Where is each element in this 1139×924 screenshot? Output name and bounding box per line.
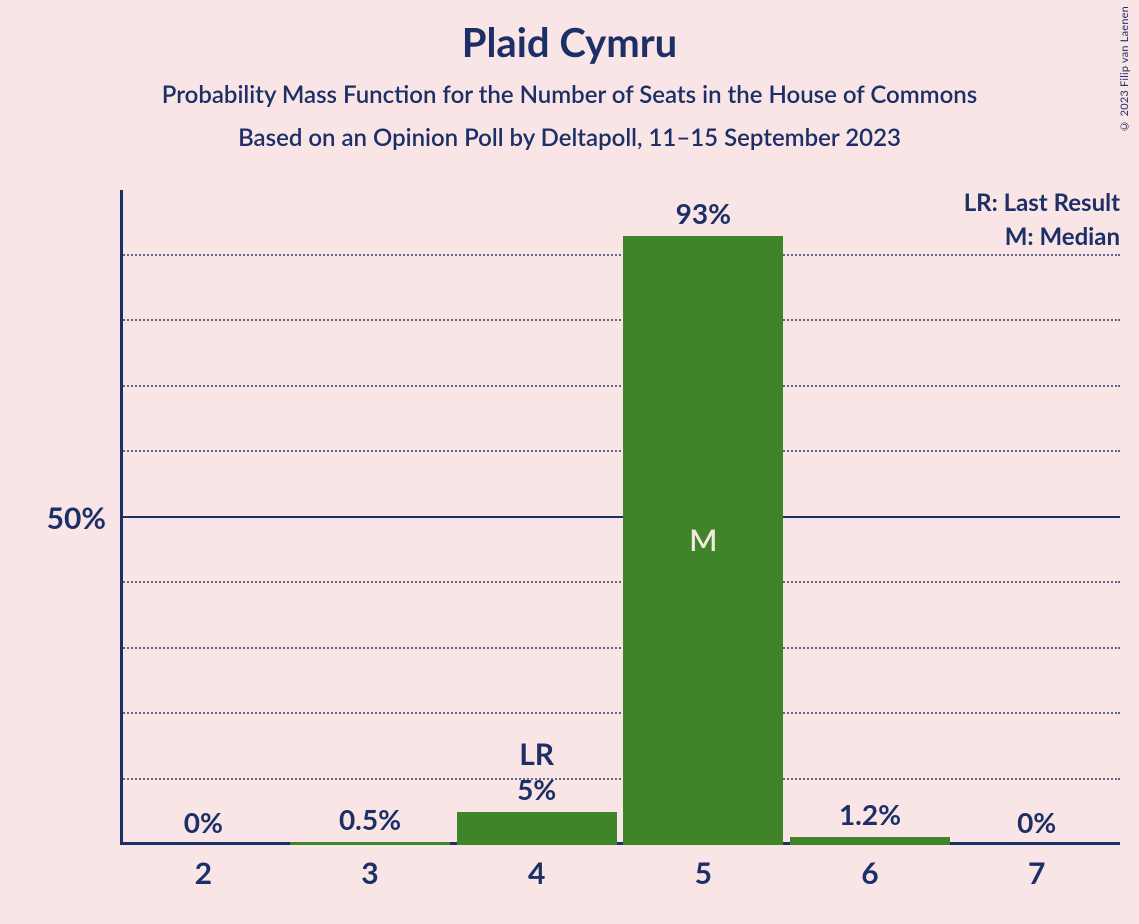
x-tick-label: 6	[787, 845, 954, 891]
gridline	[120, 581, 1120, 583]
chart-subtitle-1: Probability Mass Function for the Number…	[0, 80, 1139, 109]
legend-last-result: LR: Last Result	[964, 188, 1120, 217]
bar-value-label: 1.2%	[787, 797, 954, 831]
gridline	[120, 712, 1120, 714]
legend-median: M: Median	[1005, 222, 1120, 251]
gridline	[120, 516, 1120, 518]
gridline	[120, 385, 1120, 387]
copyright-text: © 2023 Filip van Laenen	[1118, 6, 1131, 133]
gridline	[120, 778, 1120, 780]
y-tick-label: 50%	[47, 500, 120, 536]
bar	[457, 812, 617, 845]
x-tick-label: 2	[120, 845, 287, 891]
bar-label-stack: 93%	[620, 196, 787, 230]
x-tick-label: 7	[953, 845, 1120, 891]
median-marker: M	[623, 522, 783, 558]
gridline	[120, 450, 1120, 452]
gridline	[120, 254, 1120, 256]
last-result-marker: LR	[453, 736, 620, 772]
bar-label-stack: 0.5%	[287, 802, 454, 836]
bar-label-stack: 1.2%	[787, 797, 954, 831]
x-tick-label: 5	[620, 845, 787, 891]
y-axis	[120, 190, 123, 845]
x-tick-label: 3	[287, 845, 454, 891]
gridline	[120, 319, 1120, 321]
bar	[790, 837, 950, 845]
gridline	[120, 647, 1120, 649]
chart-subtitle-2: Based on an Opinion Poll by Deltapoll, 1…	[0, 123, 1139, 152]
bar-label-stack: 0%	[120, 805, 287, 839]
x-tick-label: 4	[453, 845, 620, 891]
bar-value-label: 0%	[953, 805, 1120, 839]
bar-value-label: 93%	[620, 196, 787, 230]
chart-plot-area: 50%0%20.5%3LR5%4M93%51.2%60%7LR: Last Re…	[120, 190, 1120, 845]
bar-value-label: 0.5%	[287, 802, 454, 836]
bar: M	[623, 236, 783, 845]
chart-title: Plaid Cymru	[0, 18, 1139, 66]
bar-label-stack: 0%	[953, 805, 1120, 839]
bar-label-stack: LR5%	[453, 736, 620, 806]
bar-value-label: 0%	[120, 805, 287, 839]
bar-value-label: 5%	[453, 772, 620, 806]
